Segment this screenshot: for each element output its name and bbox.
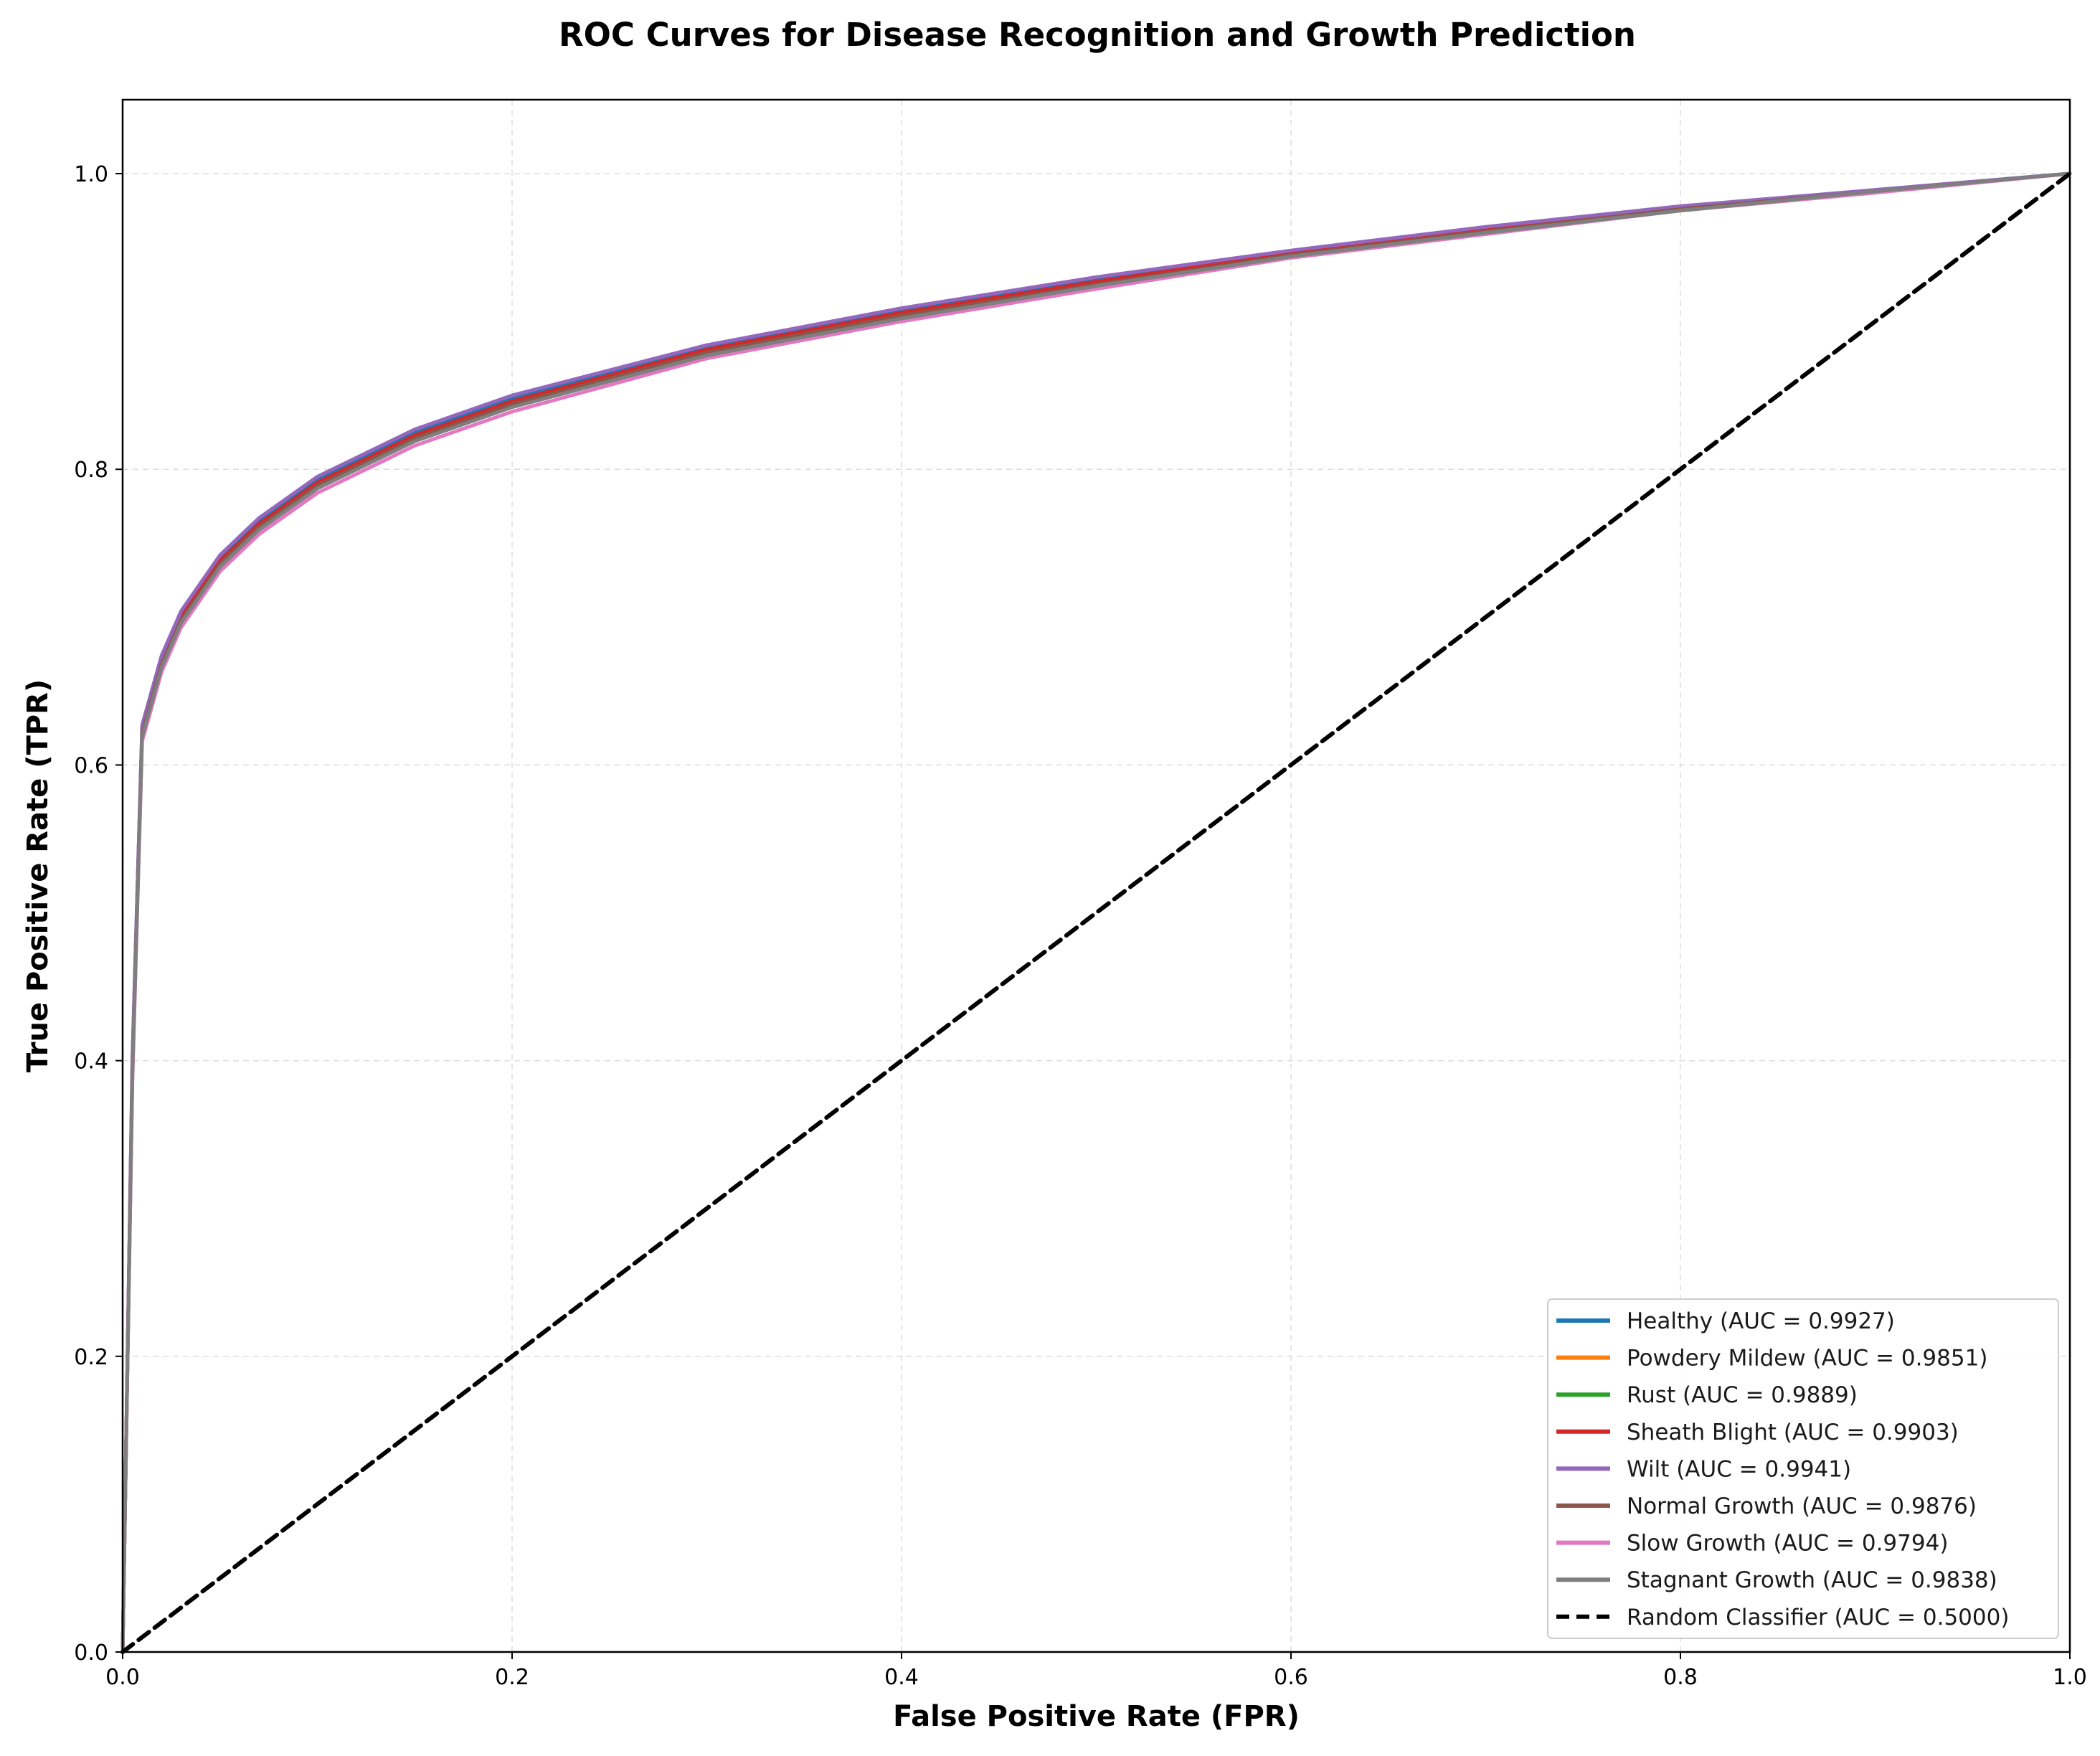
x-tick-label: 0.8 (1663, 1665, 1698, 1690)
legend-label: Healthy (AUC = 0.9927) (1627, 1308, 1895, 1334)
legend-label: Powdery Mildew (AUC = 0.9851) (1627, 1346, 1987, 1372)
y-tick-label: 1.0 (74, 162, 108, 187)
plot-frame (121, 98, 2071, 1653)
legend-label: Slow Growth (AUC = 0.9794) (1627, 1531, 1948, 1557)
roc-curve-7 (120, 171, 2072, 1654)
legend: Healthy (AUC = 0.9927) Powdery Mildew (AU… (1547, 1298, 2059, 1639)
legend-label: Random Classifier (AUC = 0.5000) (1627, 1605, 2009, 1630)
legend-label: Wilt (AUC = 0.9941) (1627, 1456, 1851, 1482)
legend-label: Sheath Blight (AUC = 0.9903) (1627, 1420, 1959, 1445)
y-tick-label: 0.8 (74, 458, 108, 483)
y-axis-label: True Positive Rate (TPR) (22, 679, 55, 1072)
y-tick-label: 0.6 (74, 753, 108, 778)
roc-curve-4 (120, 171, 2072, 1654)
legend-label: Normal Growth (AUC = 0.9876) (1627, 1493, 1977, 1519)
y-tick-label: 0.0 (74, 1641, 108, 1666)
y-tick-label: 0.4 (74, 1049, 108, 1075)
x-axis-label: False Positive Rate (FPR) (893, 1700, 1300, 1733)
legend-box (1547, 1298, 2059, 1639)
chart-title: ROC Curves for Disease Recognition and G… (559, 16, 1636, 54)
legend-label: Rust (AUC = 0.9889) (1627, 1382, 1858, 1408)
x-tick-label: 0.0 (105, 1665, 140, 1690)
random-classifier-line (120, 171, 2072, 1654)
x-tick-label: 1.0 (2053, 1665, 2087, 1690)
x-tick-label: 0.6 (1274, 1665, 1308, 1690)
x-tick-label: 0.2 (495, 1665, 529, 1690)
series-lines (120, 171, 2072, 1654)
axis-ticks: 0.0 0.2 0.4 0.6 0.8 1.0 0.0 0.2 0.4 0.6 0.8 1.0 (74, 162, 2087, 1690)
x-tick-label: 0.4 (884, 1665, 919, 1690)
y-tick-label: 0.2 (74, 1345, 108, 1370)
legend-label: Stagnant Growth (AUC = 0.9838) (1627, 1567, 1997, 1593)
